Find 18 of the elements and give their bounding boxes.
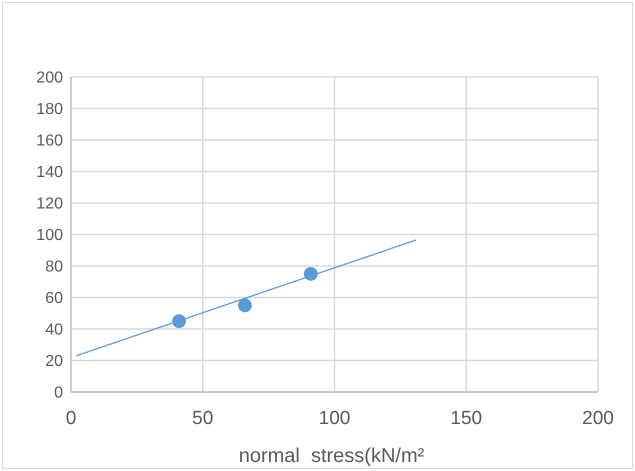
- x-axis-title: normal stress(kN/m²: [238, 445, 425, 467]
- y-tick-label: 20: [45, 353, 64, 370]
- y-tick-label: 120: [36, 196, 64, 213]
- y-tick-label: 200: [36, 70, 64, 87]
- point: [238, 298, 252, 312]
- y-tick-label: 100: [36, 227, 64, 244]
- x-tick-label: 100: [318, 408, 350, 429]
- y-tick-label: 180: [36, 101, 64, 118]
- x-tick-label: 150: [450, 408, 482, 429]
- y-tick-label: 80: [45, 258, 64, 276]
- x-tick-label: 200: [582, 408, 614, 429]
- y-tick-label: 0: [54, 384, 64, 402]
- y-tick-label: 160: [36, 132, 64, 150]
- y-tick-label: 40: [45, 322, 64, 339]
- y-tick-label: 60: [45, 290, 64, 308]
- x-tick-label: 50: [192, 408, 214, 429]
- x-tick-label: 0: [66, 408, 76, 429]
- y-tick-label: 140: [36, 164, 64, 182]
